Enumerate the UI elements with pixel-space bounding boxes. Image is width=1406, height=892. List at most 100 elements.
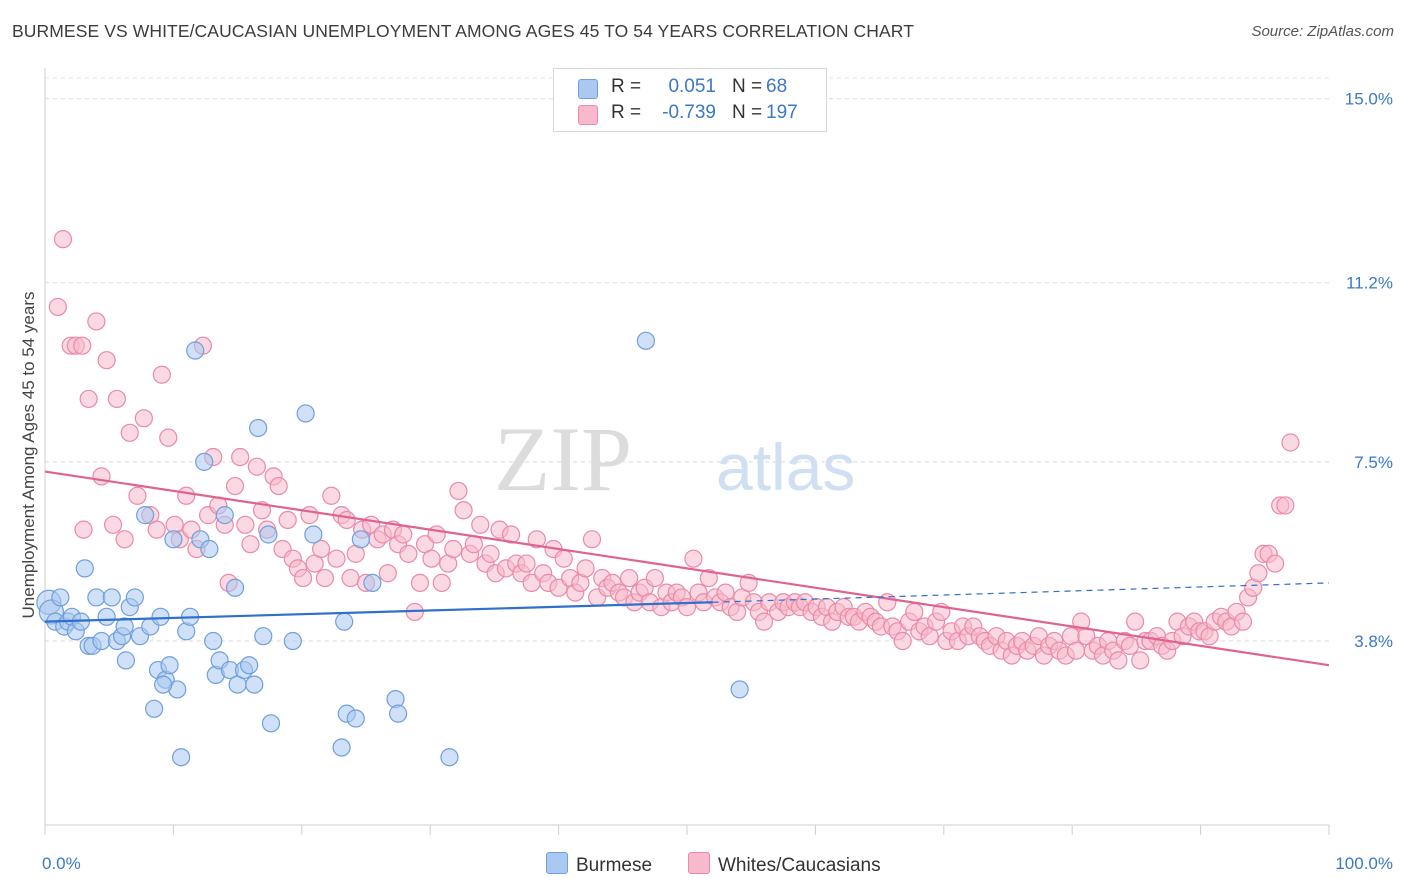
burmese-point bbox=[151, 607, 170, 626]
burmese-point bbox=[215, 506, 234, 525]
burmese-point bbox=[351, 530, 370, 549]
burmese-point bbox=[51, 588, 70, 607]
whites-point bbox=[103, 515, 123, 534]
axes bbox=[44, 68, 1330, 835]
whites-point bbox=[582, 530, 602, 549]
y-tick-label: 3.8% bbox=[1354, 632, 1393, 651]
whites-point bbox=[576, 559, 595, 578]
n-label: N = bbox=[732, 102, 763, 123]
whites-point bbox=[300, 506, 319, 525]
whites-point bbox=[378, 564, 397, 583]
whites-point bbox=[394, 525, 413, 544]
whites-point bbox=[53, 230, 73, 249]
whites-point bbox=[554, 549, 573, 568]
burmese-point bbox=[346, 709, 365, 728]
whites-point bbox=[517, 554, 536, 573]
burmese-point bbox=[225, 578, 245, 597]
whites-point bbox=[677, 598, 697, 617]
whites-point bbox=[73, 336, 92, 355]
whites-point bbox=[684, 549, 703, 568]
y-tick-label: 11.2% bbox=[1346, 274, 1393, 293]
burmese-point bbox=[261, 714, 281, 733]
whites-point bbox=[147, 520, 166, 539]
burmese-point bbox=[125, 588, 144, 607]
axis-tick-labels: 3.8% 7.5% 11.2% 15.0% 0.0% 100.0% bbox=[42, 90, 1393, 873]
whites-point bbox=[177, 486, 196, 505]
whites-point bbox=[311, 539, 331, 559]
burmese-point bbox=[200, 539, 219, 559]
y-tick-label: 7.5% bbox=[1354, 453, 1393, 472]
whites-point bbox=[905, 602, 924, 622]
whites-point bbox=[293, 568, 313, 588]
whites-point bbox=[337, 510, 356, 530]
correlation-legend: R = 0.051 N = 68 R = -0.739 N = 197 bbox=[553, 68, 827, 132]
trend-lines bbox=[44, 470, 1330, 667]
burmese-point bbox=[164, 530, 183, 549]
whites-point bbox=[327, 549, 346, 568]
whites-legend-swatch bbox=[688, 852, 710, 874]
burmese-n-value: 68 bbox=[766, 76, 788, 97]
whites-point bbox=[128, 486, 147, 505]
burmese-point bbox=[254, 627, 273, 646]
burmese-trend-line bbox=[44, 601, 713, 623]
burmese-point bbox=[75, 559, 94, 578]
burmese-point bbox=[115, 617, 134, 636]
whites-point bbox=[1276, 496, 1295, 515]
whites-point bbox=[432, 573, 451, 593]
whites-point bbox=[79, 389, 98, 409]
whites-point bbox=[1281, 433, 1300, 452]
whites-point bbox=[231, 447, 250, 467]
whites-point bbox=[449, 481, 468, 501]
burmese-point bbox=[136, 506, 155, 525]
burmese-point bbox=[335, 612, 354, 631]
whites-point bbox=[699, 568, 718, 588]
burmese-point bbox=[730, 680, 749, 699]
burmese-r-value: 0.051 bbox=[668, 76, 716, 97]
burmese-point bbox=[97, 607, 116, 626]
burmese-point bbox=[283, 631, 302, 651]
whites-point bbox=[322, 486, 341, 505]
whites-point bbox=[120, 423, 139, 442]
burmese-point bbox=[172, 748, 191, 767]
burmese-point bbox=[245, 675, 264, 694]
whites-point bbox=[152, 365, 171, 384]
whites-point bbox=[74, 520, 93, 539]
whites-point bbox=[527, 530, 546, 549]
burmese-point bbox=[92, 631, 111, 651]
burmese-point bbox=[332, 738, 351, 757]
burmese-point bbox=[145, 699, 164, 718]
burmese-legend-label: Burmese bbox=[576, 855, 653, 876]
whites-point bbox=[422, 549, 441, 568]
whites-n-value: 197 bbox=[766, 102, 798, 123]
burmese-legend-swatch bbox=[546, 852, 568, 874]
bottom-legend-whites: Whites/Caucasians bbox=[688, 852, 881, 877]
whites-point bbox=[1120, 636, 1140, 655]
burmese-point bbox=[102, 588, 121, 607]
whites-point bbox=[48, 297, 67, 317]
whites-point bbox=[1109, 651, 1128, 670]
whites-point bbox=[247, 457, 266, 476]
legend-row-burmese: R = 0.051 N = 68 bbox=[554, 75, 826, 101]
burmese-point bbox=[240, 656, 259, 675]
whites-point bbox=[107, 389, 127, 409]
whites-point bbox=[241, 535, 260, 554]
r-label: R = bbox=[611, 76, 642, 97]
r-label: R = bbox=[611, 102, 642, 123]
legend-row-whites: R = -0.739 N = 197 bbox=[554, 101, 826, 127]
whites-point bbox=[225, 476, 245, 496]
n-label: N = bbox=[732, 76, 763, 97]
whites-point bbox=[97, 351, 116, 370]
whites-point bbox=[252, 501, 272, 520]
whites-point bbox=[410, 573, 430, 593]
whites-point bbox=[454, 501, 473, 520]
burmese-point bbox=[195, 452, 214, 471]
burmese-trend-extension bbox=[712, 582, 1330, 603]
y-axis-label: Unemployment Among Ages 45 to 54 years bbox=[19, 291, 38, 619]
burmese-point bbox=[259, 525, 278, 544]
whites-point bbox=[754, 612, 774, 631]
whites-legend-label: Whites/Caucasians bbox=[718, 855, 881, 876]
whites-point bbox=[893, 631, 912, 651]
whites-point bbox=[620, 568, 639, 588]
whites-point bbox=[1233, 612, 1253, 631]
burmese-point bbox=[389, 704, 408, 723]
